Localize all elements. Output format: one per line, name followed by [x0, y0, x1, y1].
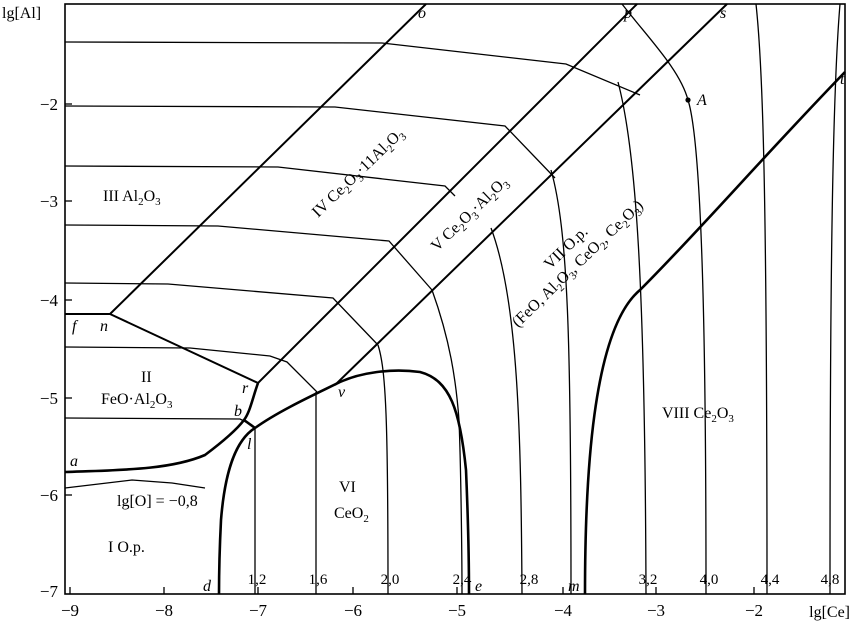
isoline: [64, 346, 318, 393]
region-II-formula: FeO·Al2O3: [101, 391, 173, 411]
isoline: [490, 227, 523, 595]
x-axis: −9 −8 −7 −6 −5 −4 −3 −2 lg[Ce]: [61, 587, 850, 621]
region-labels: I O.p. II FeO·Al2O3 III Al2O3 IV Ce2O3·1…: [101, 125, 734, 556]
x-tick-label: −3: [647, 601, 665, 620]
point-label-A: A: [696, 92, 707, 109]
point-label-p: p: [623, 5, 632, 22]
y-axis: −2 −3 −4 −5 −6 −7 lg[Al]: [2, 5, 72, 601]
point-label-a: a: [70, 453, 78, 470]
x-tick-label: −9: [61, 601, 79, 620]
y-tick-label: −3: [40, 192, 58, 211]
plot-frame: [64, 3, 846, 595]
region-VI-formula: CeO2: [334, 505, 369, 525]
isoline: [377, 344, 389, 595]
isoline-value: 4,8: [821, 572, 840, 588]
point-label-s: s: [720, 5, 726, 22]
isoline-value: 3,2: [639, 572, 658, 588]
boundary-n-o: [109, 3, 427, 315]
isoline: [617, 81, 647, 595]
y-tick-label: −7: [40, 582, 59, 601]
region-VIII-label: VIII Ce2O3: [662, 405, 734, 425]
isoline-value: 1,2: [248, 572, 267, 588]
boundary-r-p: [257, 3, 638, 384]
isoline: [829, 3, 841, 595]
point-label-b: b: [234, 403, 242, 420]
y-tick-label: −5: [40, 389, 58, 408]
x-tick-label: −4: [554, 601, 573, 620]
isoline-value: 4,0: [700, 572, 719, 588]
isoline-value: 2,4: [453, 572, 472, 588]
point-label-m: m: [568, 578, 580, 595]
isoline: [621, 3, 707, 595]
region-IV-label: IV Ce2O3·11Al2O3: [309, 125, 410, 223]
isoline: [755, 3, 768, 595]
point-A-marker: [685, 97, 691, 103]
isoline-value: 2,0: [381, 572, 400, 588]
isoline: [64, 479, 206, 489]
boundary-ceo2-dome: [254, 369, 471, 595]
isoline: [64, 105, 556, 179]
boundary-n-r: [109, 313, 259, 384]
point-label-l: l: [247, 436, 252, 453]
oxygen-isoline-label: lg[O] = −0,8: [117, 493, 198, 510]
point-label-e: e: [475, 578, 482, 595]
isoline: [431, 289, 463, 595]
y-axis-title: lg[Al]: [2, 5, 41, 22]
boundary-m-t: [583, 71, 846, 595]
y-tick-label: −6: [40, 486, 58, 505]
x-tick-label: −8: [155, 601, 173, 620]
point-label-o: o: [418, 5, 426, 22]
point-label-r: r: [242, 380, 249, 397]
point-label-v: v: [338, 384, 346, 401]
point-labels: o p s t A n f r b l a v d e m: [70, 5, 845, 595]
y-tick-label: −4: [40, 291, 59, 310]
isoline: [64, 41, 641, 96]
point-label-d: d: [203, 578, 212, 595]
point-label-n: n: [100, 318, 108, 335]
boundary-v-s: [334, 3, 728, 386]
boundary-a-b: [64, 419, 246, 474]
x-axis-title: lg[Ce]: [809, 604, 850, 621]
region-I-label: I O.p.: [108, 539, 145, 556]
isoline-value: 4,4: [761, 572, 780, 588]
isoline: [64, 224, 433, 291]
x-tick-label: −5: [448, 601, 466, 620]
boundary-r-b-l: [242, 382, 260, 430]
region-II-number: II: [141, 369, 152, 386]
x-tick-label: −6: [344, 601, 362, 620]
isoline: [64, 417, 253, 426]
point-label-t: t: [840, 71, 845, 88]
region-VII-formula: (FeO, Al2O3, CeO2, Ce2O3): [509, 197, 649, 333]
boundary-l-d: [217, 426, 256, 595]
region-VI-number: VI: [339, 479, 356, 496]
isoline: [64, 282, 379, 346]
region-III-label: III Al2O3: [103, 188, 161, 208]
isoline-value: 1,6: [309, 572, 328, 588]
isoline-value-labels: 1,2 1,6 2,0 2,4 2,8 3,2 4,0 4,4 4,8: [248, 572, 840, 588]
point-label-f: f: [72, 318, 79, 335]
phase-boundaries: [64, 3, 846, 595]
x-tick-label: −2: [745, 601, 763, 620]
isoline-value: 2,8: [520, 572, 539, 588]
x-tick-label: −7: [249, 601, 268, 620]
isoline: [550, 169, 572, 595]
oxygen-isolines: [64, 3, 841, 595]
y-tick-label: −2: [40, 95, 58, 114]
